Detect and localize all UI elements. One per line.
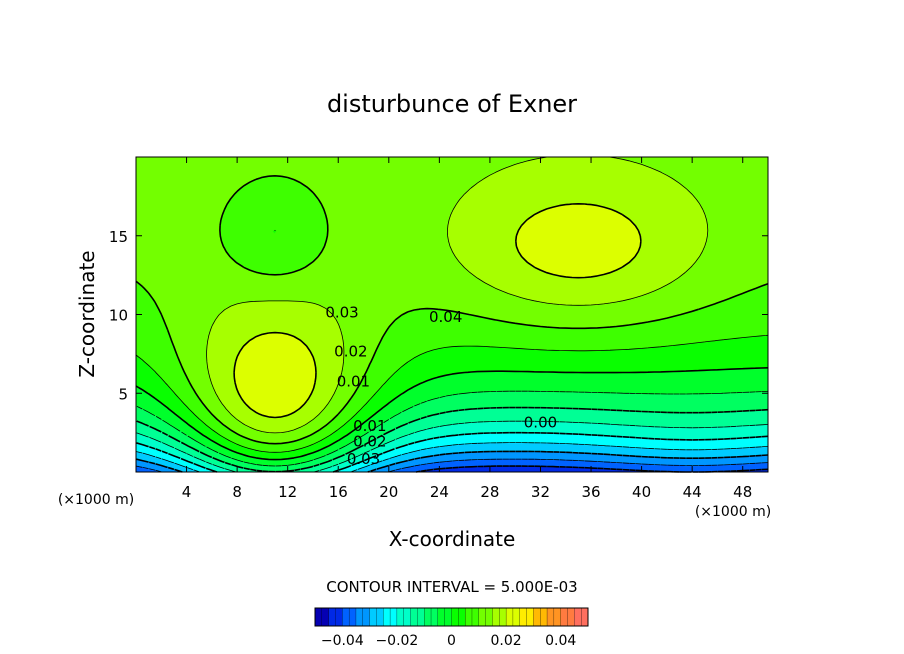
contour-line: [233, 203, 642, 419]
contour-label: 0.04: [429, 308, 462, 326]
colorbar-cell: [540, 607, 548, 627]
colorbar-cell: [553, 607, 562, 627]
contour-label: 0.01: [353, 417, 386, 435]
colorbar-cell: [314, 607, 323, 627]
colorbar-cell: [376, 607, 384, 627]
colorbar-cell: [499, 607, 507, 627]
contour-line: [135, 390, 769, 467]
colorbar-tick-label: 0.04: [545, 633, 576, 649]
colorbar-cell: [546, 607, 555, 627]
x-tick-label: 28: [480, 483, 499, 501]
colorbar-cell: [362, 607, 371, 627]
colorbar-cell: [512, 607, 521, 627]
colorbar-cell: [430, 607, 439, 627]
x-axis-label: X-coordinate: [389, 527, 516, 551]
colorbar-cell: [383, 607, 391, 627]
x-tick-label: 16: [329, 483, 348, 501]
contour-label: 0.03: [325, 303, 358, 321]
colorbar-cell: [458, 607, 466, 627]
y-tick-label: 10: [109, 307, 128, 325]
colorbar-cell: [451, 607, 459, 627]
colorbar-cell: [389, 607, 398, 627]
y-tick-label: 5: [118, 385, 128, 403]
colorbar-cell: [478, 607, 487, 627]
contour-line: [206, 156, 709, 434]
colorbar-cell: [574, 607, 582, 627]
colorbar-tick-label: −0.02: [375, 633, 418, 649]
contour-line: [135, 175, 769, 445]
y-axis: 5 10 15: [109, 228, 768, 403]
contour-line: [135, 431, 769, 473]
x-tick-label: 44: [683, 483, 702, 501]
x-axis: 4 8 12 16 20 24 28 32 36 40 44 48: [182, 157, 752, 501]
plot-area: 0.03 0.040.020.010.000.010.020.03: [135, 156, 769, 473]
contour-label: 0.02: [334, 343, 367, 361]
colorbar-tick-label: −0.04: [321, 633, 364, 649]
x-tick-label: 24: [430, 483, 449, 501]
colorbar-cell: [348, 607, 357, 627]
colorbar-cell: [410, 607, 418, 627]
colorbar-cell: [417, 607, 425, 627]
colorbar-cell: [560, 607, 568, 627]
colorbar-cell: [396, 607, 405, 627]
contour-label: 0.01: [337, 373, 370, 391]
contour-label: 0.00: [524, 414, 557, 432]
contour-label: 0.03: [347, 450, 380, 468]
colorbar-cell: [533, 607, 541, 627]
filled-contour-field: [136, 157, 768, 472]
colorbar-cell: [328, 607, 336, 627]
colorbar-cell: [485, 607, 493, 627]
colorbar-cell: [403, 607, 412, 627]
colorbar-cell: [321, 607, 330, 627]
colorbar-cell: [424, 607, 432, 627]
contour-labels: 0.03 0.040.020.010.000.010.020.03: [325, 303, 557, 467]
x-unit-label-left: (×1000 m): [58, 492, 134, 508]
colorbar-cell: [519, 607, 528, 627]
x-unit-label-right: (×1000 m): [695, 504, 771, 520]
x-tick-label: 40: [632, 483, 651, 501]
colorbar-cells: [314, 607, 589, 627]
contour-line: [135, 406, 769, 473]
colorbar-cell: [444, 607, 452, 627]
contour-lines: [135, 156, 769, 473]
x-tick-label: 32: [531, 483, 550, 501]
contour-line: [135, 420, 769, 473]
colorbar-frame: [314, 607, 589, 627]
contour-line: [135, 367, 769, 461]
colorbar-cell: [581, 607, 589, 627]
colorbar-cell: [355, 607, 364, 627]
x-tick-label: 20: [379, 483, 398, 501]
colorbar-cell: [437, 607, 446, 627]
colorbar-tick-label: 0.02: [491, 633, 522, 649]
x-tick-label: 36: [581, 483, 600, 501]
contour-line: [135, 230, 769, 453]
chart-title: disturbunce of Exner: [327, 90, 577, 118]
colorbar-cell: [342, 607, 350, 627]
contour-line: [135, 458, 769, 473]
colorbar-cell: [505, 607, 514, 627]
x-tick-label: 4: [182, 483, 192, 501]
colorbar-cell: [335, 607, 343, 627]
contour-label: 0.02: [353, 433, 386, 451]
colorbar-cell: [567, 607, 575, 627]
colorbar-cell: [526, 607, 534, 627]
colorbar-cell: [471, 607, 480, 627]
x-tick-label: 48: [733, 483, 752, 501]
contour-line: [135, 450, 769, 473]
x-tick-label: 12: [278, 483, 297, 501]
x-tick-label: 8: [232, 483, 242, 501]
colorbar-cell: [464, 607, 473, 627]
y-axis-label: Z-coordinate: [75, 250, 99, 377]
contour-line: [135, 442, 769, 473]
colorbar: −0.04 −0.02 0 0.02 0.04: [314, 607, 589, 649]
colorbar-ticks: −0.04 −0.02 0 0.02 0.04: [321, 633, 577, 649]
colorbar-cell: [492, 607, 500, 627]
y-tick-label: 15: [109, 228, 128, 246]
colorbar-tick-label: 0: [447, 633, 456, 649]
colorbar-cell: [369, 607, 377, 627]
contour-interval-label: CONTOUR INTERVAL = 5.000E-03: [326, 578, 577, 596]
